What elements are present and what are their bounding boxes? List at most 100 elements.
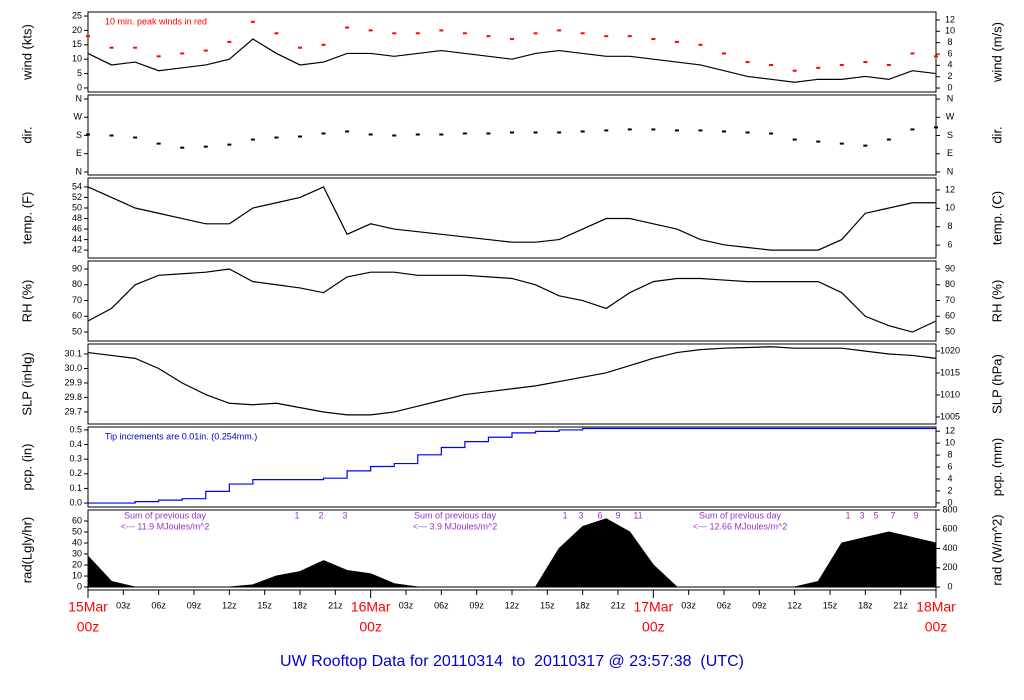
y-tick-label: 5 xyxy=(77,68,82,78)
data-point xyxy=(486,132,491,135)
data-line xyxy=(87,268,937,333)
data-point xyxy=(392,32,397,35)
y2-tick-label: 50 xyxy=(945,326,955,336)
data-point xyxy=(816,140,821,143)
y-axis-label: rad(Lgly/hr) xyxy=(19,517,34,583)
y2-tick-label: 1005 xyxy=(940,411,960,421)
data-point xyxy=(510,38,514,41)
y2-tick-label: N xyxy=(947,93,954,103)
y-tick-label: 30.0 xyxy=(64,363,82,373)
y2-tick-label: E xyxy=(947,148,953,158)
y2-tick-label: 600 xyxy=(942,524,957,534)
y-tick-label: 29.8 xyxy=(64,392,82,402)
data-point xyxy=(863,144,868,147)
data-point xyxy=(345,26,350,29)
y-axis-label: pcp. (in) xyxy=(19,444,34,491)
sun-hour-label: 9 xyxy=(615,510,620,520)
y2-tick-label: S xyxy=(947,130,953,140)
y-tick-label: 20 xyxy=(72,559,82,569)
y-tick-label: 25 xyxy=(72,10,82,20)
data-point xyxy=(769,132,774,135)
y-tick-label: 50 xyxy=(72,526,82,536)
y2-tick-label: 10 xyxy=(945,26,955,36)
panel-frame xyxy=(87,177,937,259)
y-tick-label: 0.3 xyxy=(69,454,82,464)
data-point xyxy=(886,63,891,66)
data-point xyxy=(839,63,844,66)
panel-annotation: Tip increments are 0.01in. (0.254mm.) xyxy=(105,431,257,441)
data-point xyxy=(415,32,420,35)
day-label: 15Mar xyxy=(68,599,108,615)
data-point xyxy=(250,138,255,141)
y-tick-label: 0 xyxy=(77,82,82,92)
y-tick-label: 70 xyxy=(72,295,82,305)
data-point xyxy=(722,52,726,55)
footer-title: UW Rooftop Data for 20110314 to 20110317… xyxy=(280,653,744,670)
x-tick-label: 18z xyxy=(293,600,308,610)
data-point xyxy=(462,132,467,135)
y-tick-label: 30 xyxy=(72,548,82,558)
data-point xyxy=(604,35,609,38)
y-tick-label: N xyxy=(76,93,83,103)
data-point xyxy=(109,46,114,49)
y2-tick-label: 80 xyxy=(945,279,955,289)
radiation-area xyxy=(87,518,937,588)
data-point xyxy=(298,135,302,138)
y2-tick-label: 8 xyxy=(947,221,952,231)
daily-sum-heading: Sum of previous day xyxy=(124,510,207,520)
x-tick-label: 21z xyxy=(611,600,626,610)
y-tick-label: 50 xyxy=(72,326,82,336)
sun-hour-label: 3 xyxy=(342,510,347,520)
x-tick-label: 15z xyxy=(257,600,272,610)
y-tick-label: 54 xyxy=(72,181,82,191)
panel-annotation: 10 min. peak winds in red xyxy=(105,16,207,26)
y2-tick-label: 12 xyxy=(945,14,955,24)
panel-frame xyxy=(87,11,937,93)
data-point xyxy=(580,130,585,133)
data-point xyxy=(227,40,232,43)
y2-tick-label: 12 xyxy=(945,184,955,194)
day-hour-label: 00z xyxy=(359,619,382,635)
y-tick-label: 0.4 xyxy=(69,439,82,449)
data-point xyxy=(203,145,208,148)
y-tick-label: 0.2 xyxy=(69,468,82,478)
y-tick-label: 0.0 xyxy=(69,497,82,507)
data-point xyxy=(863,61,868,64)
y-axis-label: dir. xyxy=(19,126,34,143)
x-tick-label: 18z xyxy=(575,600,590,610)
x-tick-label: 03z xyxy=(399,600,414,610)
y-axis-label: wind (kts) xyxy=(19,24,34,81)
data-point xyxy=(651,38,656,41)
data-point xyxy=(439,29,444,32)
y-tick-label: 42 xyxy=(72,244,82,254)
y-tick-label: 48 xyxy=(72,213,82,223)
data-point xyxy=(345,130,350,133)
y-axis-label: SLP (inHg) xyxy=(19,352,34,415)
x-tick-label: 06z xyxy=(717,600,732,610)
data-point xyxy=(415,133,420,136)
data-point xyxy=(274,32,279,35)
y2-tick-label: 0 xyxy=(947,497,952,507)
data-point xyxy=(510,131,514,134)
daily-sum-value: <--- 3.9 MJoules/m^2 xyxy=(413,521,498,531)
x-tick-label: 12z xyxy=(505,600,520,610)
y-tick-label: 46 xyxy=(72,223,82,233)
x-tick-label: 12z xyxy=(222,600,237,610)
y-tick-label: 10 xyxy=(72,570,82,580)
data-point xyxy=(274,136,279,139)
y2-tick-label: 400 xyxy=(942,543,957,553)
sun-hour-label: 3 xyxy=(859,510,864,520)
data-point xyxy=(651,128,656,131)
y2-axis-label: rad (W/m^2) xyxy=(989,514,1004,585)
data-point xyxy=(792,69,797,72)
x-tick-label: 18z xyxy=(858,600,873,610)
y-tick-label: 50 xyxy=(72,202,82,212)
data-point xyxy=(250,20,255,23)
data-point xyxy=(839,142,844,145)
y-tick-label: 15 xyxy=(72,39,82,49)
data-point xyxy=(910,128,915,131)
data-point xyxy=(180,52,185,55)
y-tick-label: 30.1 xyxy=(64,348,82,358)
y2-tick-label: 1020 xyxy=(940,345,960,355)
